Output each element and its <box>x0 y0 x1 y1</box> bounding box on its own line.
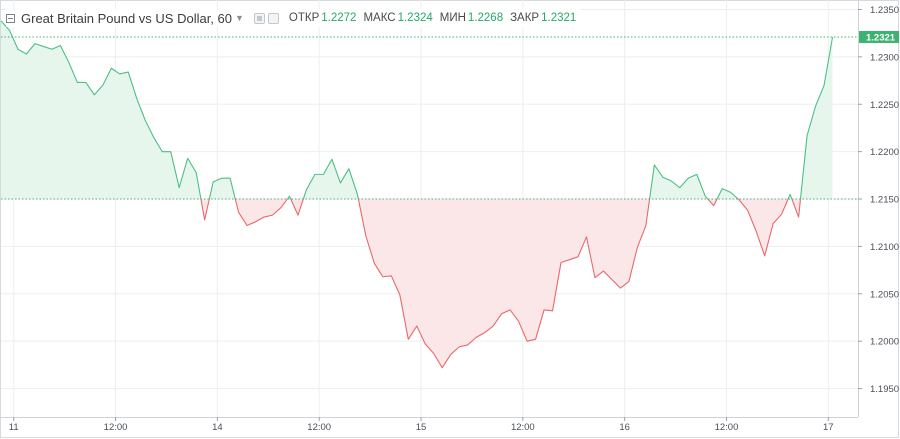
price-line-up <box>286 195 292 200</box>
hide-square-icon[interactable] <box>267 12 279 24</box>
chevron-down-icon[interactable]: ▼ <box>235 13 244 23</box>
price-line-up <box>649 164 709 200</box>
area-above-baseline <box>649 164 708 200</box>
time-tick-label: 12:00 <box>104 422 128 433</box>
open-label: ОТКР <box>288 12 320 24</box>
price-line-down <box>707 198 718 207</box>
area-below-baseline <box>290 199 304 216</box>
price-tick-label: 1.2000 <box>870 337 899 348</box>
collapse-icon[interactable] <box>6 13 15 23</box>
price-line-down <box>234 198 288 227</box>
low-label: МИН <box>439 12 466 24</box>
price-line-up <box>787 193 793 200</box>
area-below-baseline <box>707 199 718 206</box>
time-tick-label: 11 <box>9 422 19 433</box>
open-value: 1.2272 <box>321 12 357 24</box>
area-above-baseline <box>717 188 739 200</box>
symbol-title[interactable]: Great Britain Pound vs US Dollar, 60 <box>21 10 232 26</box>
last-price-label: 1.2321 <box>866 32 896 43</box>
area-below-baseline <box>358 199 650 368</box>
price-line-down <box>357 198 651 369</box>
price-tick-label: 1.2150 <box>870 195 899 206</box>
price-tick-label: 1.1950 <box>870 384 899 395</box>
area-below-baseline <box>235 199 288 226</box>
area-below-baseline <box>738 199 789 256</box>
price-line-up <box>716 188 739 200</box>
time-tick-label: 14 <box>212 422 223 433</box>
price-line-down <box>200 198 210 221</box>
price-tick-label: 1.2250 <box>870 100 899 111</box>
price-line-up <box>799 36 834 200</box>
close-value: 1.2321 <box>541 12 577 24</box>
guide-lines <box>1 36 858 200</box>
time-tick-label: 16 <box>619 422 630 433</box>
high-label: МАКС <box>363 12 396 24</box>
price-tick-label: 1.2200 <box>870 147 899 158</box>
settings-square-icon[interactable] <box>253 12 265 24</box>
time-tick-label: 15 <box>416 422 427 433</box>
price-line-up <box>0 20 202 200</box>
time-tick-label: 17 <box>823 422 834 433</box>
price-tick-label: 1.2300 <box>870 52 899 63</box>
time-tick-label: 12:00 <box>511 422 535 433</box>
price-axis: 1.2350 1.2300 1.2250 1.2200 1.2150 1.2100 1.20… <box>858 0 899 417</box>
close-label: ЗАКР <box>510 12 540 24</box>
last-price-badge <box>859 30 899 43</box>
price-tick-label: 1.2350 <box>870 5 899 16</box>
price-tick-label: 1.2050 <box>870 289 899 300</box>
high-value: 1.2324 <box>397 12 433 24</box>
price-line-up <box>302 158 359 200</box>
price-line-down <box>737 198 789 257</box>
price-line-up <box>208 177 236 200</box>
area-above-baseline <box>1 20 201 200</box>
area-above-baseline <box>209 178 236 200</box>
series-lines <box>0 20 834 369</box>
low-value: 1.2268 <box>467 12 504 24</box>
price-tick-label: 1.2100 <box>870 242 899 253</box>
area-above-baseline <box>303 159 359 200</box>
time-tick-label: 12:00 <box>307 422 331 433</box>
area-above-baseline <box>800 36 833 200</box>
price-line-down <box>791 198 802 218</box>
time-tick-label: 12:00 <box>715 422 739 433</box>
area-fills <box>1 20 833 368</box>
chart-legend: Great Britain Pound vs US Dollar, 60 ▼ О… <box>6 9 581 27</box>
time-axis: 11 12:00 14 12:00 15 12:00 16 12:00 17 <box>0 417 858 433</box>
price-line-down <box>290 198 304 216</box>
area-below-baseline <box>200 199 210 220</box>
